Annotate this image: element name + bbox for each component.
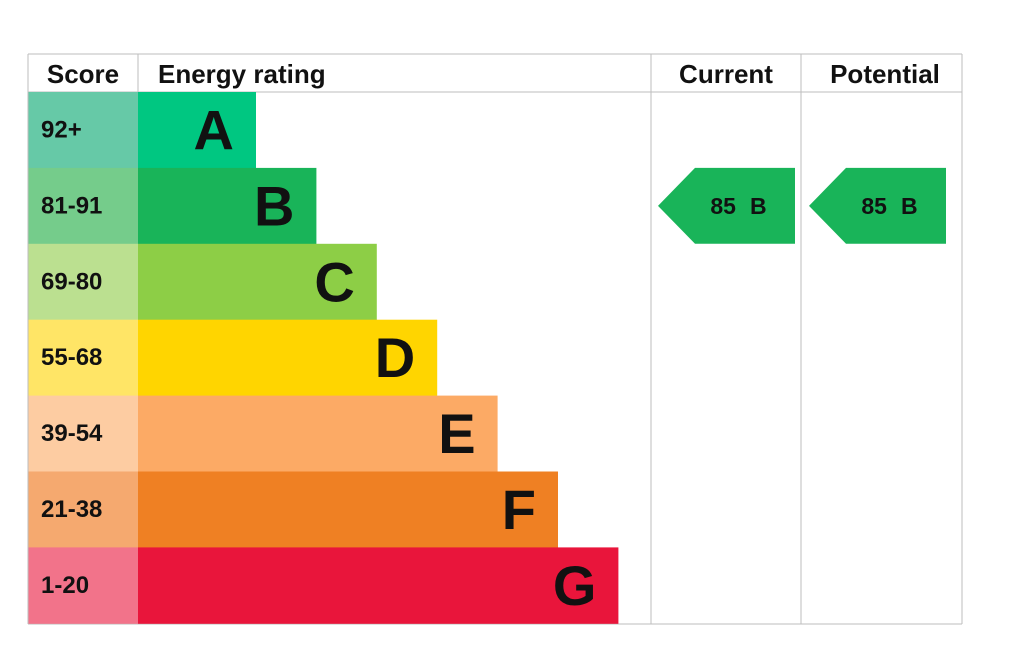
current-score: 85 — [710, 193, 736, 219]
score-label: 92+ — [41, 116, 82, 143]
current-header: Current — [679, 59, 773, 89]
rating-letter: A — [194, 98, 234, 161]
score-cell — [28, 167, 138, 245]
potential-score: 85 — [861, 193, 887, 219]
score-cell — [28, 319, 138, 397]
potential-arrow — [809, 167, 946, 244]
rating-bar — [138, 92, 256, 169]
rating-bar — [138, 319, 438, 397]
score-cell — [28, 243, 138, 321]
score-cell — [28, 92, 138, 169]
rating-bar — [138, 547, 619, 624]
rating-letter: C — [314, 250, 354, 313]
rating-letter: G — [553, 554, 597, 617]
score-label: 39-54 — [41, 420, 103, 447]
rating-bar — [138, 243, 377, 321]
rating-header: Energy rating — [158, 59, 326, 89]
potential-rating: B — [901, 193, 918, 219]
rating-letter: E — [438, 402, 475, 465]
score-label: 69-80 — [41, 268, 102, 295]
rating-bar — [138, 471, 558, 548]
potential-header: Potential — [830, 59, 940, 89]
rating-bar — [138, 167, 317, 245]
rating-bar — [138, 395, 498, 472]
rating-letter: F — [502, 478, 536, 541]
score-label: 81-91 — [41, 192, 102, 219]
current-label: 85 B — [710, 193, 766, 219]
score-header: Score — [47, 59, 119, 89]
score-cell — [28, 471, 138, 548]
current-arrow — [658, 167, 795, 244]
score-cell — [28, 395, 138, 472]
score-label: 1-20 — [41, 572, 89, 599]
current-rating: B — [750, 193, 767, 219]
score-cell — [28, 547, 138, 624]
score-label: 55-68 — [41, 344, 102, 371]
score-label: 21-38 — [41, 496, 102, 523]
potential-label: 85 B — [861, 193, 917, 219]
rating-letter: D — [375, 326, 415, 389]
rating-letter: B — [254, 174, 294, 237]
